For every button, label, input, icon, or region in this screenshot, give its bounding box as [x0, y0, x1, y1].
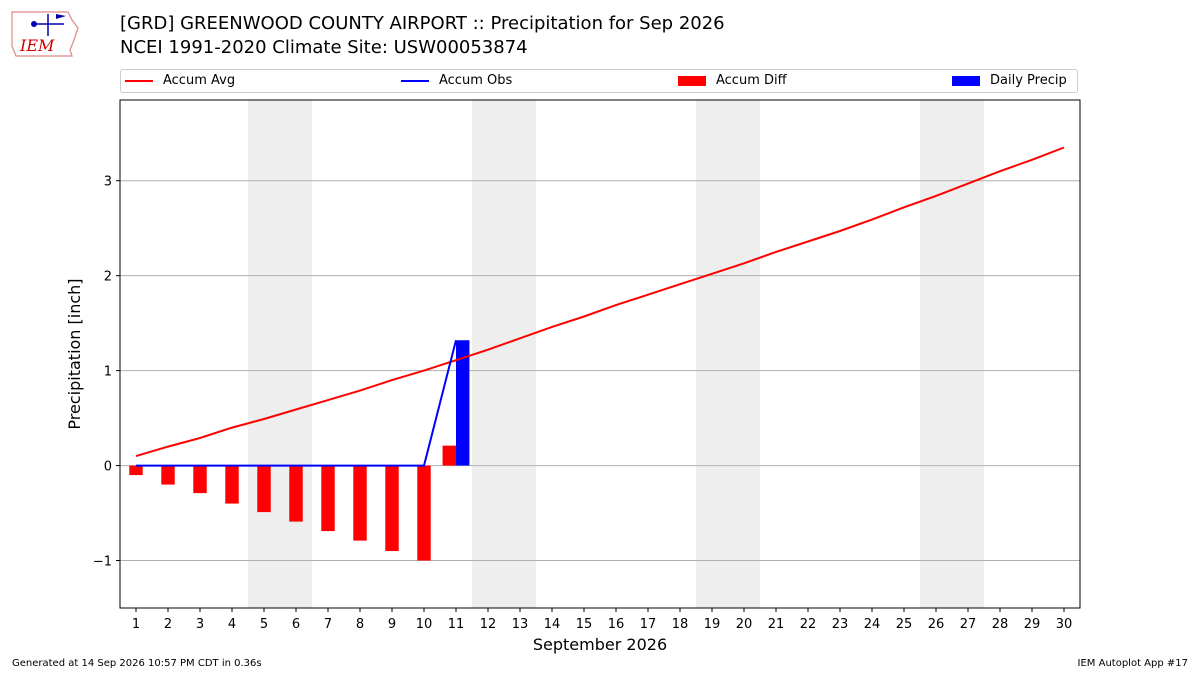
logo-text: IEM — [19, 36, 55, 55]
y-tick-label: 2 — [104, 270, 112, 285]
x-tick-label: 24 — [864, 617, 881, 632]
accum-obs-line — [136, 339, 457, 467]
weekend-bands — [248, 100, 984, 608]
y-tick-label: 1 — [104, 365, 112, 380]
x-tick-label: 20 — [736, 617, 753, 632]
x-tick-label: 7 — [324, 617, 332, 632]
y-tick-label: 0 — [104, 460, 112, 475]
x-tick-label: 27 — [960, 617, 977, 632]
x-tick-label: 17 — [640, 617, 657, 632]
x-tick-label: 6 — [292, 617, 300, 632]
x-tick-label: 23 — [832, 617, 849, 632]
accum-diff-bar — [417, 465, 431, 561]
accum-diff-bar — [321, 465, 335, 532]
weekend-band — [920, 100, 984, 608]
x-tick-label: 29 — [1024, 617, 1041, 632]
x-tick-label: 21 — [768, 617, 785, 632]
x-tick-label: 25 — [896, 617, 913, 632]
accum-avg-line — [135, 146, 1065, 458]
legend-item-daily-precip: Daily Precip — [952, 73, 1067, 88]
x-tick-label: 18 — [672, 617, 689, 632]
legend-swatch-accum-avg — [125, 79, 153, 82]
x-tick-label: 9 — [388, 617, 396, 632]
x-tick-label: 14 — [544, 617, 561, 632]
footer-generated: Generated at 14 Sep 2026 10:57 PM CDT in… — [12, 658, 262, 669]
legend-item-accum-diff: Accum Diff — [678, 73, 787, 88]
x-tick-label: 22 — [800, 617, 817, 632]
lines — [135, 146, 1065, 467]
accum-diff-bar — [442, 445, 456, 466]
x-tick-label: 19 — [704, 617, 721, 632]
x-tick-label: 13 — [512, 617, 529, 632]
x-tick-label: 16 — [608, 617, 625, 632]
x-tick-label: 5 — [260, 617, 268, 632]
x-tick-label: 2 — [164, 617, 172, 632]
iowa-outline-icon — [11, 11, 79, 57]
daily-precip-bar — [456, 340, 470, 466]
accum-diff-bar — [225, 465, 239, 504]
plot-frame — [119, 99, 1081, 609]
legend-label-daily-precip: Daily Precip — [990, 73, 1067, 88]
accum-diff-bar — [385, 465, 399, 552]
weekend-band — [696, 100, 760, 608]
x-tick-label: 3 — [196, 617, 204, 632]
x-tick-label: 12 — [480, 617, 497, 632]
y-axis-label: Precipitation [inch] — [65, 278, 84, 429]
x-tick-label: 26 — [928, 617, 945, 632]
legend-swatch-accum-obs — [401, 79, 429, 82]
weather-station-icon — [31, 14, 66, 36]
accum-diff-bar — [193, 465, 207, 494]
x-axis-label: September 2026 — [533, 635, 667, 654]
bars — [129, 340, 470, 561]
legend-item-accum-obs: Accum Obs — [401, 73, 512, 88]
x-tick-label: 30 — [1056, 617, 1073, 632]
footer-app: IEM Autoplot App #17 — [1077, 658, 1188, 669]
legend-swatch-accum-diff — [678, 75, 706, 86]
x-tick-label: 1 — [132, 617, 140, 632]
x-tick-label: 10 — [416, 617, 433, 632]
legend-item-accum-avg: Accum Avg — [125, 73, 235, 88]
accum-diff-bar — [289, 465, 303, 522]
iem-logo: IEM — [11, 11, 79, 57]
x-tick-label: 28 — [992, 617, 1009, 632]
accum-diff-bar — [161, 465, 175, 485]
chart-title: [GRD] GREENWOOD COUNTY AIRPORT :: Precip… — [120, 13, 725, 34]
x-tick-label: 8 — [356, 617, 364, 632]
x-tick-label: 4 — [228, 617, 236, 632]
x-tick-label: 15 — [576, 617, 593, 632]
accum-diff-bar — [353, 465, 367, 541]
y-tick-label: −1 — [93, 555, 112, 570]
weekend-band — [472, 100, 536, 608]
legend-swatch-daily-precip — [952, 75, 980, 86]
y-tick-label: 3 — [104, 175, 112, 190]
accum-diff-bar — [257, 465, 271, 513]
accum-diff-bar — [129, 465, 143, 476]
chart-legend: Accum Avg Accum Obs Accum Diff Daily Pre… — [120, 69, 1078, 93]
legend-label-accum-obs: Accum Obs — [439, 73, 513, 88]
gridlines — [120, 180, 1080, 562]
weekend-band — [248, 100, 312, 608]
chart-subtitle: NCEI 1991-2020 Climate Site: USW00053874 — [120, 37, 528, 58]
legend-label-accum-diff: Accum Diff — [716, 73, 787, 88]
legend-label-accum-avg: Accum Avg — [163, 73, 236, 88]
x-tick-label: 11 — [448, 617, 465, 632]
